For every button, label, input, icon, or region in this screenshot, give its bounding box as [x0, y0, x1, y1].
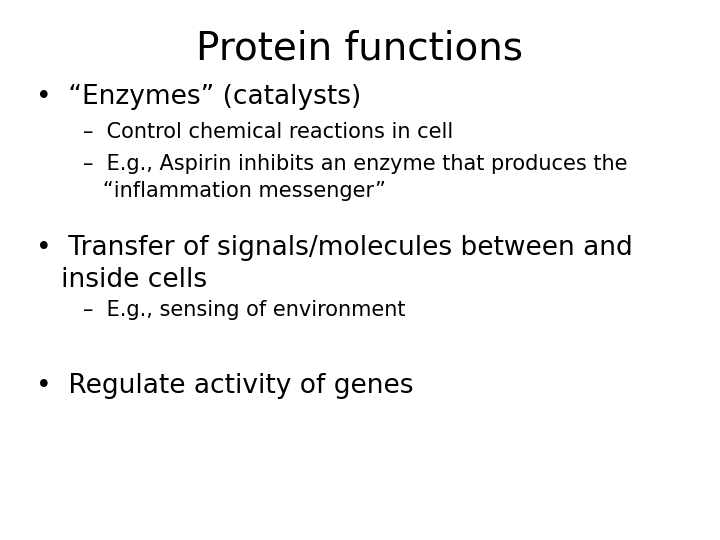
Text: –  Control chemical reactions in cell: – Control chemical reactions in cell: [83, 122, 453, 141]
Text: –  E.g., Aspirin inhibits an enzyme that produces the: – E.g., Aspirin inhibits an enzyme that …: [83, 154, 627, 174]
Text: –  E.g., sensing of environment: – E.g., sensing of environment: [83, 300, 405, 320]
Text: •  “Enzymes” (catalysts): • “Enzymes” (catalysts): [36, 84, 361, 110]
Text: •  Transfer of signals/molecules between and: • Transfer of signals/molecules between …: [36, 235, 633, 261]
Text: “inflammation messenger”: “inflammation messenger”: [83, 181, 386, 201]
Text: •  Regulate activity of genes: • Regulate activity of genes: [36, 373, 413, 399]
Text: Protein functions: Protein functions: [197, 30, 523, 68]
Text: inside cells: inside cells: [36, 267, 207, 293]
